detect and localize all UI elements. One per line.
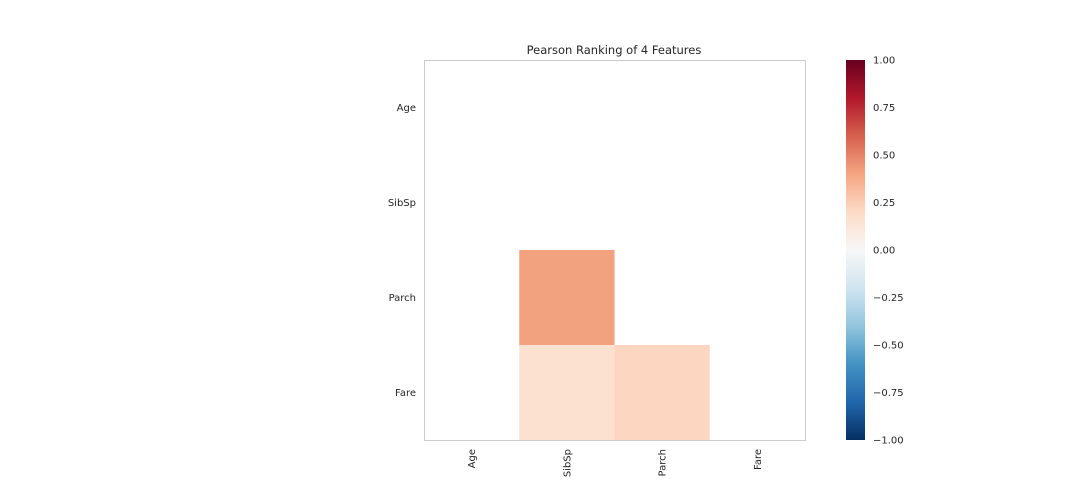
plot-frame <box>424 60 806 441</box>
colorbar-tick-label: 0.25 <box>873 198 895 209</box>
x-tick-label: Parch <box>658 449 669 476</box>
heatmap-cell-parch-sibsp <box>519 250 615 345</box>
colorbar-tick-label: 0.50 <box>873 151 895 162</box>
heatmap-cells <box>519 250 710 440</box>
heatmap-cell-fare-sibsp <box>519 345 615 440</box>
y-tick-labels: Age SibSp Parch Fare <box>388 103 416 399</box>
colorbar-tick-label: 0.00 <box>873 246 895 257</box>
colorbar-tick-label: −0.75 <box>873 388 904 399</box>
x-tick-label: SibSp <box>562 449 573 477</box>
y-tick-label: SibSp <box>388 198 416 209</box>
y-tick-label: Age <box>397 103 416 114</box>
colorbar-tick-label: 0.75 <box>873 103 895 114</box>
colorbar-tick-label: −0.25 <box>873 293 904 304</box>
x-tick-label: Age <box>467 449 478 468</box>
colorbar-tick-label: 1.00 <box>873 56 895 67</box>
y-tick-label: Parch <box>389 293 416 304</box>
x-tick-labels: Age SibSp Parch Fare <box>467 449 764 477</box>
chart-title: Pearson Ranking of 4 Features <box>527 43 702 57</box>
colorbar <box>846 60 865 440</box>
colorbar-ticks: 1.00 0.75 0.50 0.25 0.00 −0.25 −0.50 −0.75 −1.00 <box>873 56 904 447</box>
y-tick-label: Fare <box>395 388 416 399</box>
heatmap-cell-fare-parch <box>614 345 710 440</box>
x-tick-label: Fare <box>753 449 764 470</box>
colorbar-tick-label: −1.00 <box>873 436 904 447</box>
colorbar-tick-label: −0.50 <box>873 341 904 352</box>
